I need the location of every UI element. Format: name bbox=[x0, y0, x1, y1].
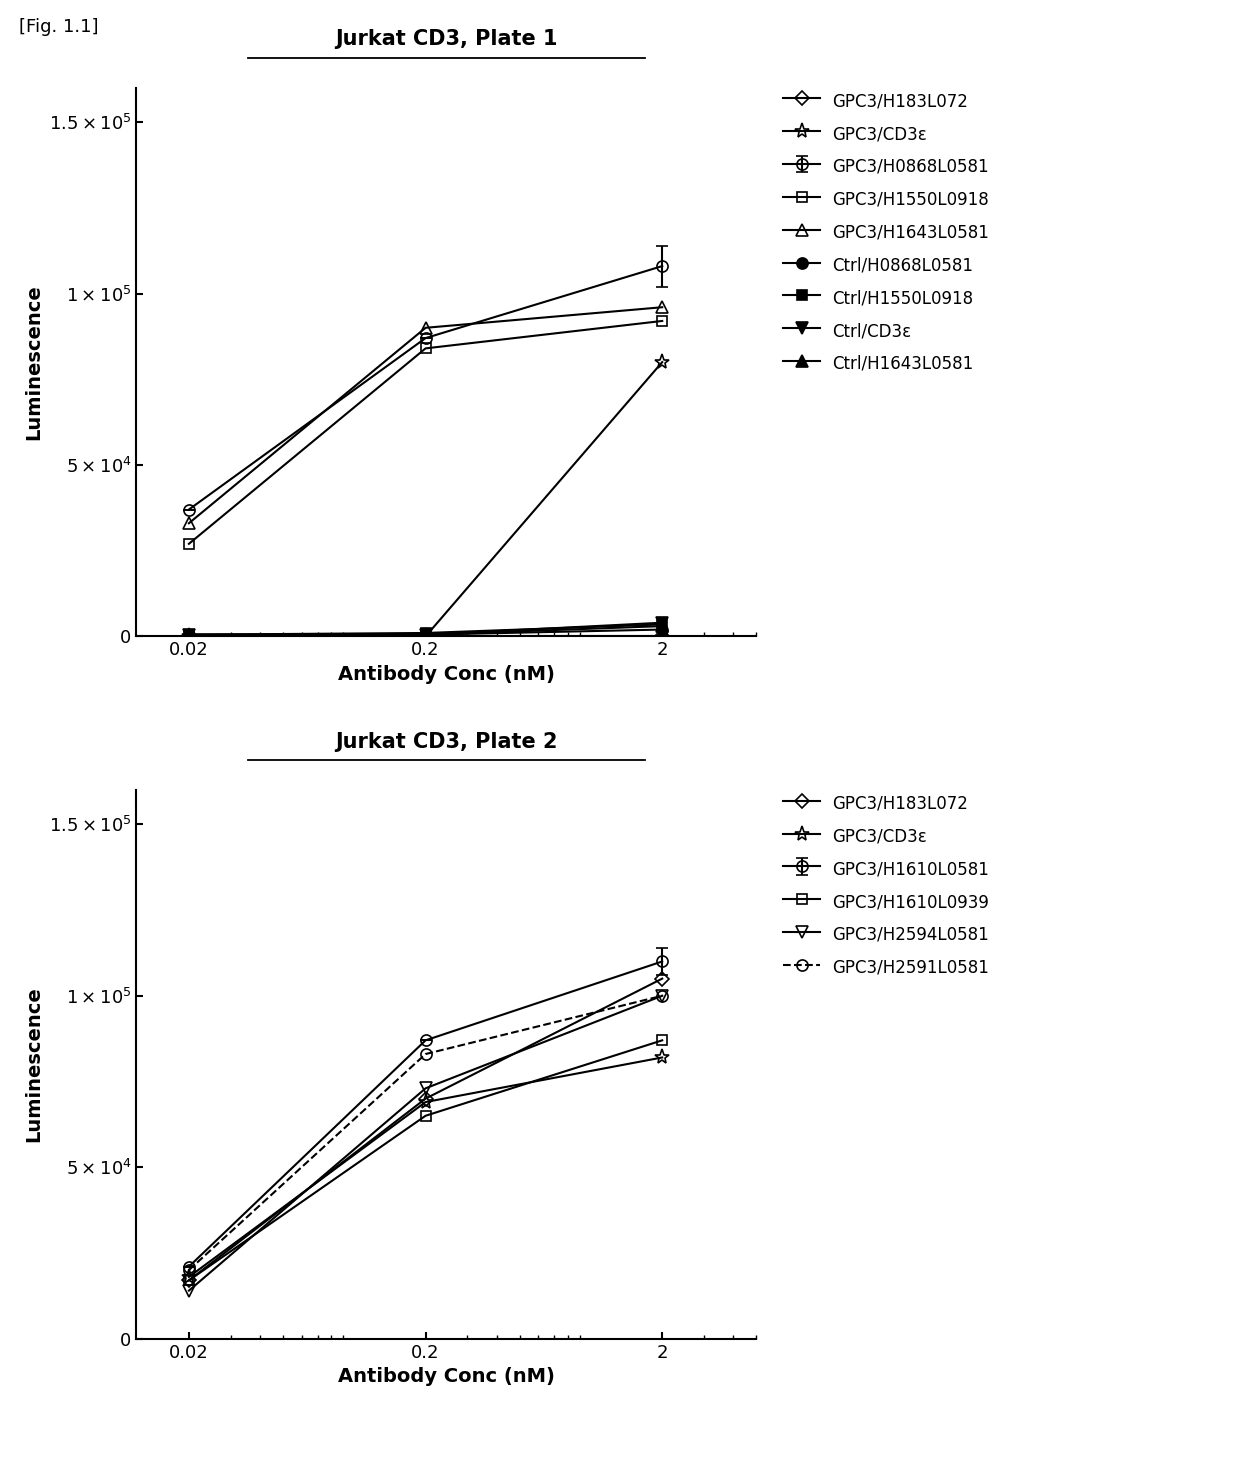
Y-axis label: Luminescence: Luminescence bbox=[25, 986, 43, 1143]
Text: Jurkat CD3, Plate 2: Jurkat CD3, Plate 2 bbox=[335, 732, 558, 752]
X-axis label: Antibody Conc (nM): Antibody Conc (nM) bbox=[339, 664, 554, 683]
Y-axis label: Luminescence: Luminescence bbox=[25, 284, 43, 440]
Legend: GPC3/H183L072, GPC3/CD3ε, GPC3/H1610L0581, GPC3/H1610L0939, GPC3/H2594L0581, GPC: GPC3/H183L072, GPC3/CD3ε, GPC3/H1610L058… bbox=[784, 793, 988, 977]
Text: Jurkat CD3, Plate 1: Jurkat CD3, Plate 1 bbox=[335, 29, 558, 50]
Legend: GPC3/H183L072, GPC3/CD3ε, GPC3/H0868L0581, GPC3/H1550L0918, GPC3/H1643L0581, Ctr: GPC3/H183L072, GPC3/CD3ε, GPC3/H0868L058… bbox=[784, 91, 988, 373]
X-axis label: Antibody Conc (nM): Antibody Conc (nM) bbox=[339, 1366, 554, 1385]
Text: [Fig. 1.1]: [Fig. 1.1] bbox=[19, 18, 98, 35]
